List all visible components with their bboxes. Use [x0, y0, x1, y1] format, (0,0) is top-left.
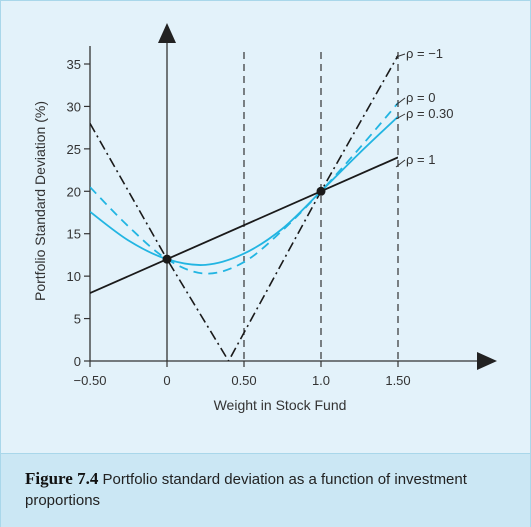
y-tick-label: 10 — [67, 269, 81, 284]
x-tick-label: 1.50 — [385, 373, 410, 388]
intersection-point-0 — [162, 254, 172, 264]
y-tick-label: 30 — [67, 99, 81, 114]
legend-label-rho-1: ρ = 1 — [406, 152, 435, 167]
y-axis-arrow — [158, 23, 176, 43]
caption-text: Portfolio standard deviation as a functi… — [25, 471, 467, 509]
y-tick-label: 25 — [67, 142, 81, 157]
intersection-point-1 — [316, 186, 326, 196]
chart: 0 5 10 15 20 25 30 35 −0.50 0 0.50 1.0 1.50 ρ = −1 ρ … — [32, 23, 497, 413]
x-axis-label: Weight in Stock Fund — [214, 397, 347, 413]
legend-leader-rho-030 — [395, 113, 406, 120]
x-tick-label: 0.50 — [231, 373, 256, 388]
series-line-rho-030 — [90, 115, 398, 266]
y-tick-label: 0 — [74, 354, 81, 369]
y-tick-label: 35 — [67, 57, 81, 72]
legend-label-rho-0: ρ = 0 — [406, 90, 435, 105]
x-axis-arrow — [477, 352, 497, 370]
caption-bar: Figure 7.4 Portfolio standard deviation … — [1, 453, 530, 527]
y-tick-label: 15 — [67, 227, 81, 242]
y-axis-label: Portfolio Standard Deviation (%) — [32, 101, 48, 301]
series-line-rho-0 — [90, 102, 398, 275]
legend-leader-rho-0 — [395, 97, 406, 106]
legend-label-rho-030: ρ = 0.30 — [406, 106, 454, 121]
y-tick-label: 20 — [67, 184, 81, 199]
series-line-rho-1 — [90, 156, 398, 294]
figure-caption: Figure 7.4 Portfolio standard deviation … — [25, 468, 515, 511]
series-line-rho-neg1 — [90, 55, 398, 361]
x-tick-label: 1.0 — [312, 373, 330, 388]
legend-label-rho-neg1: ρ = −1 — [406, 46, 443, 61]
legend-leader-rho-neg1 — [395, 53, 406, 58]
x-tick-label: −0.50 — [74, 373, 107, 388]
x-tick-label: 0 — [163, 373, 170, 388]
y-tick-label: 5 — [74, 312, 81, 327]
figure-number: Figure 7.4 — [25, 469, 99, 488]
legend-leader-rho-1 — [395, 159, 406, 168]
